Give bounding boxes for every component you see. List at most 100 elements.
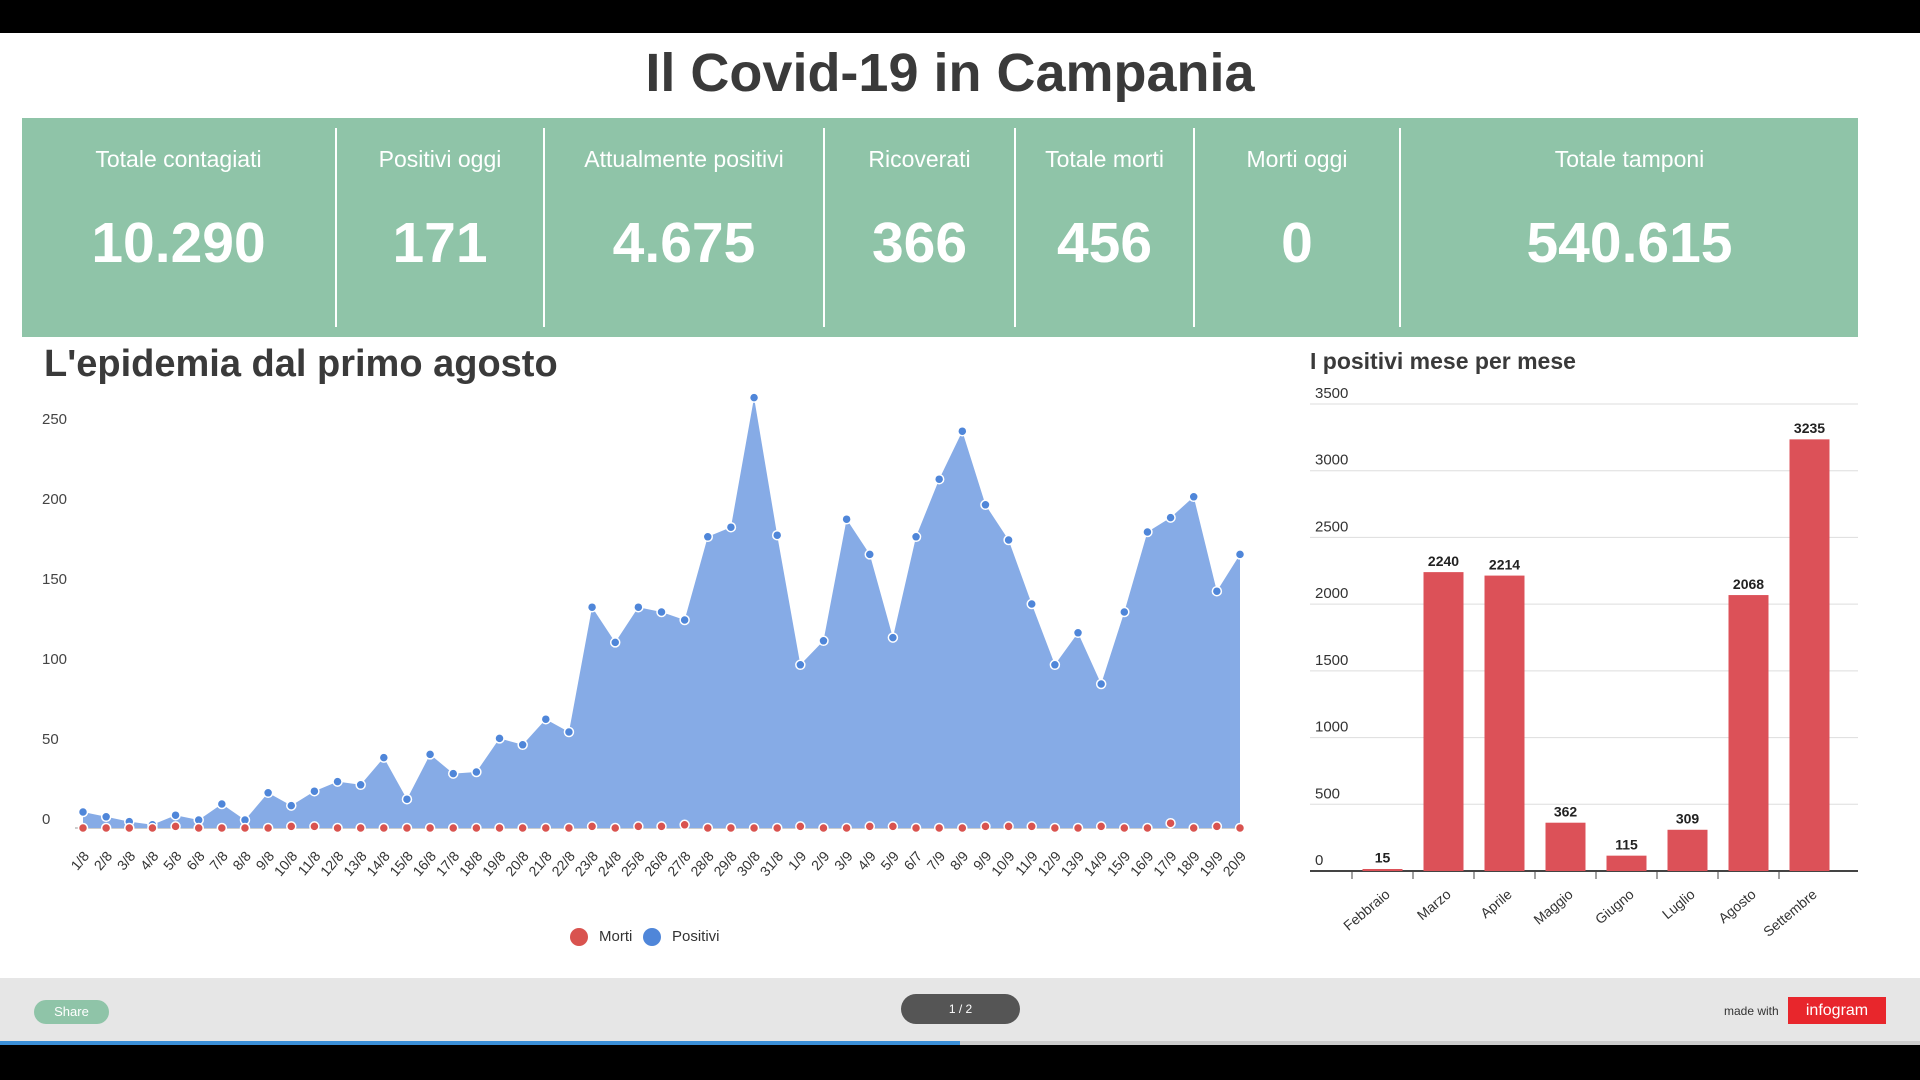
point [147,822,158,834]
x-tick-label: 21/8 [525,848,555,879]
point [771,529,783,541]
point [933,473,945,485]
point [124,822,135,834]
point [1003,534,1014,546]
point [633,821,644,832]
point [286,821,297,832]
point [702,531,714,543]
point [864,821,876,832]
y-tick-label: 200 [42,491,67,508]
x-tick-label: Marzo [1414,886,1454,923]
y-tick-label: 1500 [1315,652,1348,669]
x-tick-label: 18/9 [1173,848,1203,879]
x-tick-label: 1/8 [67,848,92,873]
progress-bar [0,1041,1920,1045]
point [239,822,251,834]
stat-value: 171 [392,211,488,275]
brand-badge[interactable]: infogram [1788,997,1886,1024]
x-tick-label: Luglio [1659,886,1698,922]
x-tick-label: 13/8 [340,848,370,879]
point [309,821,320,832]
point [748,392,760,403]
point [702,822,714,834]
x-tick-label: 26/8 [641,848,671,879]
x-tick-label: 3/8 [114,848,139,873]
legend-label: Morti [599,928,632,945]
point [980,821,991,832]
x-tick-label: 2/9 [808,848,833,873]
y-tick-label: 3000 [1315,452,1348,469]
point [563,726,575,738]
x-tick-label: 22/8 [548,848,578,879]
stat-label: Totale tamponi [1554,146,1705,172]
y-tick-label: 3500 [1315,385,1348,402]
stat-label: Totale morti [1045,146,1164,172]
point [1049,659,1061,671]
value-label: 309 [1676,810,1700,826]
x-tick-label: 8/9 [947,848,972,873]
x-tick-label: 6/8 [183,848,208,873]
x-tick-label: 5/8 [160,848,185,873]
point [609,637,621,648]
pager[interactable]: 1 / 2 [901,994,1020,1024]
legend-swatch [643,928,661,946]
stat-tile: Totale morti 456 [1016,128,1195,327]
bar [1728,595,1769,871]
bar [1423,572,1464,871]
x-tick-label: 23/8 [571,848,601,879]
point [957,822,968,834]
y-tick-label: 2500 [1315,518,1348,535]
bar [1789,439,1830,871]
point [332,776,343,787]
y-tick-label: 250 [42,411,67,428]
point [1003,821,1014,832]
x-tick-label: 7/9 [924,848,949,873]
x-tick-label: Agosto [1715,886,1759,926]
point [1211,585,1223,597]
value-label: 2214 [1489,556,1520,572]
x-tick-label: 15/9 [1104,848,1134,879]
x-tick-label: 18/8 [456,848,486,879]
x-tick-label: 25/8 [618,848,648,879]
x-tick-label: Giugno [1592,886,1637,927]
point [771,822,783,834]
point [540,713,552,725]
point [517,739,528,751]
x-tick-label: 13/9 [1057,848,1087,879]
point [494,733,505,744]
bar [1362,868,1403,871]
x-tick-label: 1/9 [785,848,810,873]
stat-label: Positivi oggi [378,146,502,172]
point [933,822,945,834]
stat-label: Totale contagiati [95,146,262,172]
point [170,821,181,832]
chart-title: I positivi mese per mese [1310,348,1576,374]
point [633,601,644,613]
x-tick-label: 17/9 [1150,848,1180,879]
point [494,822,505,834]
share-button[interactable]: Share [34,1000,109,1024]
x-tick-label: 4/9 [854,848,879,873]
point [424,822,436,834]
point [864,549,876,560]
point [447,768,459,779]
point [401,793,413,805]
point [355,822,366,834]
x-tick-label: 8/8 [229,848,254,873]
y-tick-label: 1000 [1315,719,1348,736]
point [679,614,690,626]
point [656,821,667,832]
x-tick-label: 4/8 [137,848,162,873]
charts: L'epidemia dal primo agosto0501001502002… [42,343,1858,946]
point [679,819,690,831]
stat-value: 0 [1281,211,1313,275]
stat-tile: Ricoverati 366 [825,128,1016,327]
x-tick-label: 16/8 [409,848,439,879]
bar [1484,575,1525,871]
point [77,822,89,834]
x-tick-label: 6/7 [900,848,925,873]
x-tick-label: 11/8 [294,848,323,879]
point [262,822,274,834]
y-tick-label: 0 [1315,852,1323,869]
